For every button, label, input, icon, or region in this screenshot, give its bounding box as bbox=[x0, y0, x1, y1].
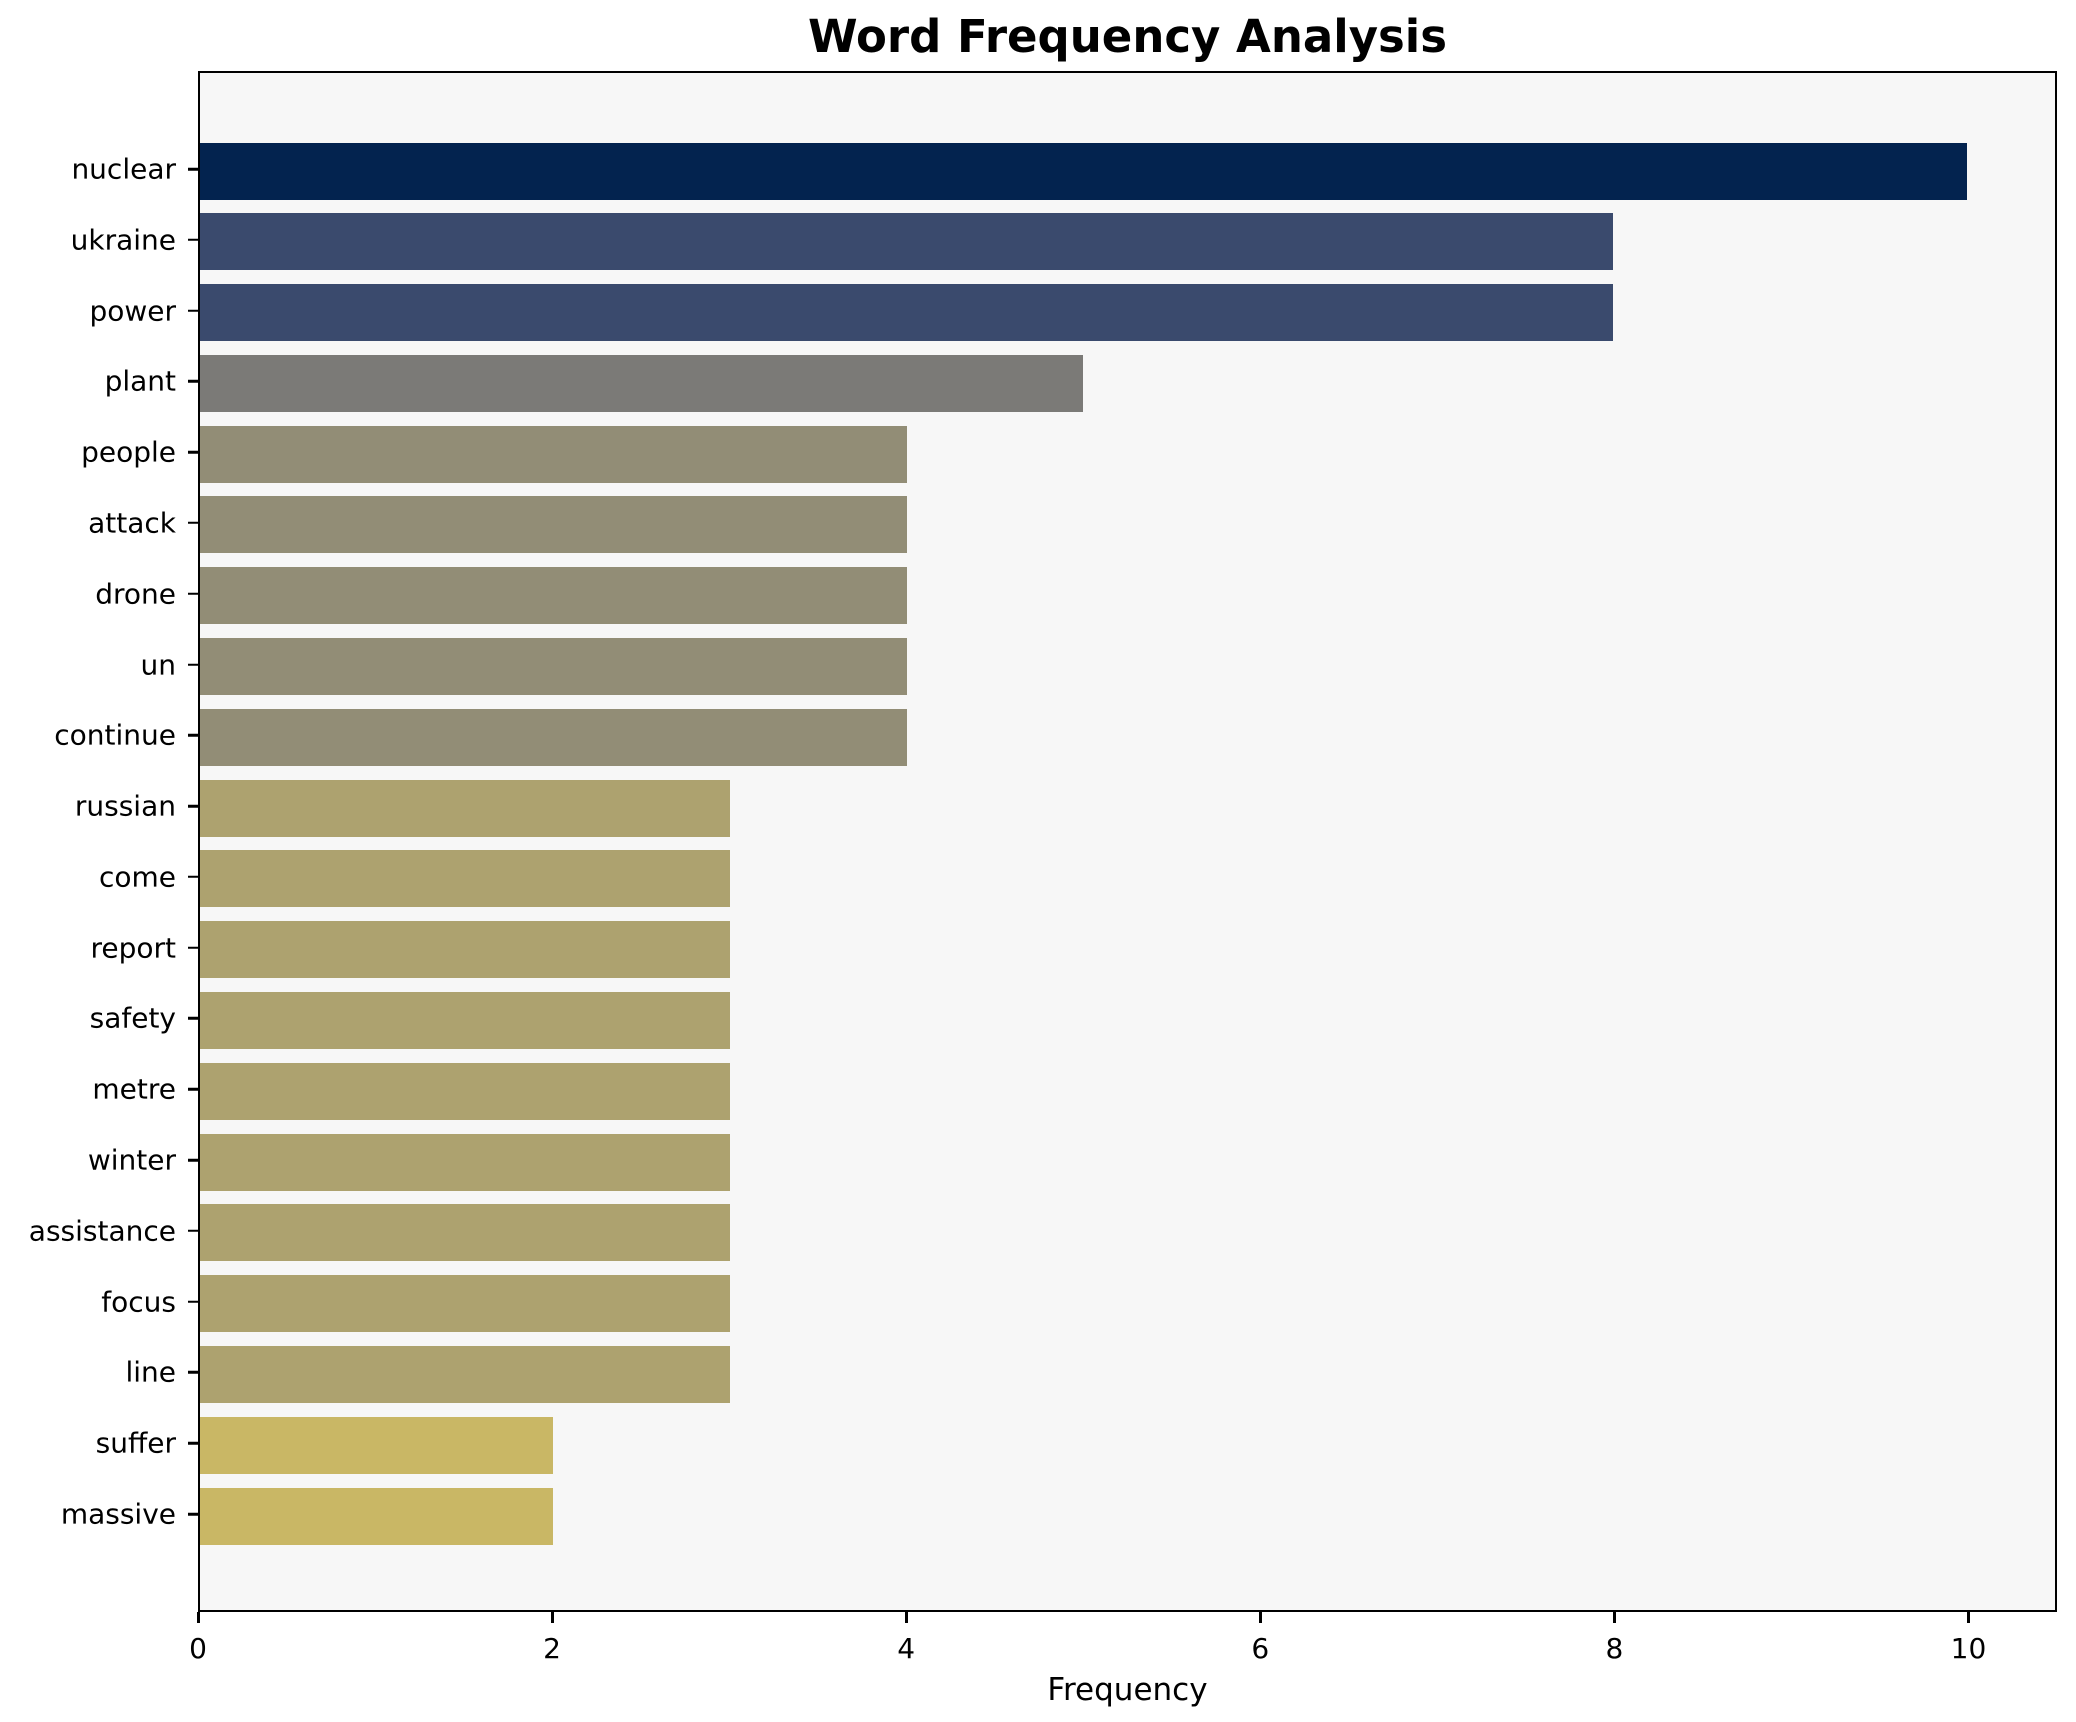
bar-assistance bbox=[200, 1204, 730, 1262]
x-tick bbox=[905, 1612, 908, 1623]
plot-area bbox=[198, 71, 2057, 1612]
x-tick bbox=[1613, 1612, 1616, 1623]
y-tick bbox=[188, 663, 198, 666]
y-tick-label-safety: safety bbox=[89, 1001, 176, 1035]
y-tick bbox=[188, 1512, 198, 1516]
x-tick-label-0: 0 bbox=[189, 1632, 207, 1665]
y-tick-label-nuclear: nuclear bbox=[71, 152, 176, 186]
y-tick bbox=[188, 875, 198, 879]
y-tick bbox=[188, 946, 198, 949]
y-tick bbox=[188, 309, 198, 312]
x-tick bbox=[1967, 1612, 1970, 1623]
y-tick-label-plant: plant bbox=[104, 364, 176, 398]
y-tick-label-people: people bbox=[81, 435, 176, 469]
bar-nuclear bbox=[200, 142, 1967, 200]
y-tick-label-line: line bbox=[125, 1355, 176, 1389]
bar-plant bbox=[200, 354, 1084, 412]
x-tick-label-2: 2 bbox=[543, 1632, 562, 1665]
y-tick-label-attack: attack bbox=[88, 506, 176, 540]
y-tick-label-un: un bbox=[140, 648, 177, 682]
bar-un bbox=[200, 638, 907, 696]
y-tick bbox=[188, 1017, 198, 1020]
y-tick bbox=[188, 450, 198, 454]
x-tick-label-6: 6 bbox=[1251, 1632, 1270, 1665]
y-tick bbox=[188, 1371, 198, 1374]
bar-russian bbox=[200, 779, 730, 837]
bar-winter bbox=[200, 1133, 730, 1191]
y-tick bbox=[188, 1300, 198, 1303]
y-tick-label-focus: focus bbox=[101, 1285, 176, 1319]
chart-title: Word Frequency Analysis bbox=[807, 10, 1448, 63]
y-tick-label-massive: massive bbox=[60, 1497, 176, 1531]
y-tick-label-ukraine: ukraine bbox=[70, 223, 176, 257]
bar-attack bbox=[200, 496, 907, 554]
x-tick bbox=[1259, 1612, 1262, 1623]
x-tick-label-10: 10 bbox=[1950, 1632, 1987, 1665]
bar-report bbox=[200, 921, 730, 979]
y-tick bbox=[188, 238, 198, 242]
y-tick bbox=[188, 1441, 198, 1445]
bar-power bbox=[200, 284, 1614, 342]
bar-massive bbox=[200, 1487, 554, 1545]
bar-line bbox=[200, 1345, 730, 1403]
bar-focus bbox=[200, 1275, 730, 1333]
y-tick bbox=[188, 734, 198, 737]
y-tick-label-continue: continue bbox=[54, 718, 176, 752]
y-tick bbox=[188, 1158, 198, 1162]
x-axis-label: Frequency bbox=[1047, 1672, 1208, 1708]
y-tick bbox=[188, 592, 198, 595]
y-tick-label-report: report bbox=[90, 931, 176, 965]
y-tick bbox=[188, 804, 198, 808]
x-tick-label-8: 8 bbox=[1605, 1632, 1624, 1665]
y-tick-label-winter: winter bbox=[87, 1143, 176, 1177]
y-tick-label-drone: drone bbox=[95, 577, 176, 611]
bar-safety bbox=[200, 991, 730, 1049]
bar-come bbox=[200, 850, 730, 908]
y-tick-label-suffer: suffer bbox=[95, 1426, 176, 1460]
y-tick-label-russian: russian bbox=[74, 789, 176, 823]
y-tick bbox=[188, 380, 198, 383]
y-tick bbox=[188, 1088, 198, 1091]
bar-metre bbox=[200, 1062, 730, 1120]
y-tick bbox=[188, 167, 198, 171]
x-tick bbox=[551, 1612, 554, 1623]
y-tick-label-metre: metre bbox=[92, 1072, 176, 1106]
y-tick bbox=[188, 1229, 198, 1233]
y-tick-label-come: come bbox=[98, 860, 176, 894]
y-tick-label-power: power bbox=[89, 294, 176, 328]
y-tick bbox=[188, 521, 198, 525]
x-tick bbox=[197, 1612, 200, 1623]
bar-drone bbox=[200, 567, 907, 625]
bar-suffer bbox=[200, 1416, 554, 1474]
bar-continue bbox=[200, 708, 907, 766]
y-tick-label-assistance: assistance bbox=[28, 1214, 176, 1248]
bar-people bbox=[200, 425, 907, 483]
bar-ukraine bbox=[200, 213, 1614, 271]
x-tick-label-4: 4 bbox=[897, 1632, 916, 1665]
